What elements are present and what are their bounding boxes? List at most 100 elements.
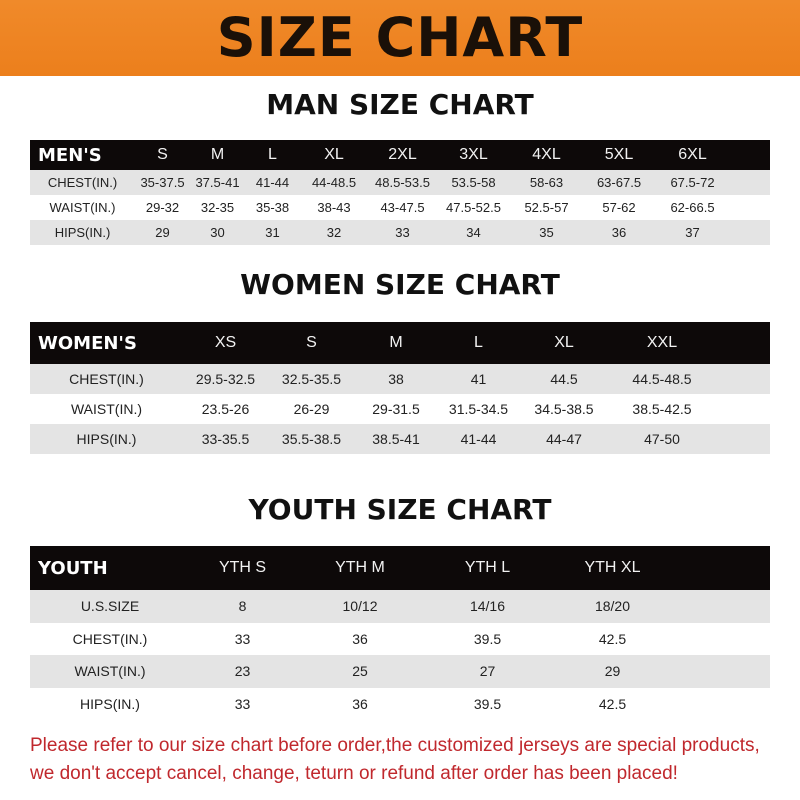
size-column-header: 2XL: [368, 140, 437, 170]
table-header-row: WOMEN'S XS S M L XL XXL: [30, 322, 770, 364]
measurement-cell: 33: [190, 622, 295, 655]
measurement-cell: 39.5: [425, 622, 550, 655]
measurement-cell: 27: [425, 655, 550, 688]
measurement-cell: 29-32: [135, 195, 190, 220]
measurement-cell: 26-29: [268, 394, 355, 424]
table-row: HIPS(IN.) 29 30 31 32 33 34 35 36 37: [30, 220, 770, 245]
row-filler: [675, 687, 770, 720]
measurement-cell: 29-31.5: [355, 394, 437, 424]
measurement-cell: 36: [295, 622, 425, 655]
measurement-cell: 37: [655, 220, 730, 245]
measurement-cell: 44.5: [520, 364, 608, 394]
measurement-cell: 63-67.5: [583, 170, 655, 195]
measurement-cell: 53.5-58: [437, 170, 510, 195]
row-filler: [730, 195, 770, 220]
table-row: CHEST(IN.) 33 36 39.5 42.5: [30, 622, 770, 655]
youth-heading: YOUTH SIZE CHART: [248, 493, 552, 526]
row-filler: [675, 590, 770, 623]
measurement-cell: 39.5: [425, 687, 550, 720]
measurement-cell: 35-38: [245, 195, 300, 220]
measurement-cell: 32.5-35.5: [268, 364, 355, 394]
measurement-cell: 34.5-38.5: [520, 394, 608, 424]
table-row: CHEST(IN.) 29.5-32.5 32.5-35.5 38 41 44.5 44.5…: [30, 364, 770, 394]
size-column-header: M: [355, 322, 437, 364]
men-heading: MAN SIZE CHART: [266, 88, 534, 121]
page-title: SIZE CHART: [216, 6, 584, 69]
row-label: WAIST(IN.): [30, 195, 135, 220]
measurement-cell: 23: [190, 655, 295, 688]
size-column-header: L: [245, 140, 300, 170]
measurement-cell: 44-48.5: [300, 170, 368, 195]
measurement-cell: 32: [300, 220, 368, 245]
youth-size-table: YOUTH YTH S YTH M YTH L YTH XL U.S.SIZE 8 10/12…: [30, 546, 770, 720]
measurement-cell: 8: [190, 590, 295, 623]
table-header-label: WOMEN'S: [30, 322, 183, 364]
measurement-cell: 41: [437, 364, 520, 394]
size-column-header: YTH L: [425, 546, 550, 590]
measurement-cell: 36: [295, 687, 425, 720]
measurement-cell: 47.5-52.5: [437, 195, 510, 220]
measurement-cell: 58-63: [510, 170, 583, 195]
row-filler: [675, 655, 770, 688]
table-header-row: YOUTH YTH S YTH M YTH L YTH XL: [30, 546, 770, 590]
measurement-cell: 29.5-32.5: [183, 364, 268, 394]
size-column-header: 6XL: [655, 140, 730, 170]
row-label: WAIST(IN.): [30, 655, 190, 688]
row-label: CHEST(IN.): [30, 364, 183, 394]
measurement-cell: 10/12: [295, 590, 425, 623]
measurement-cell: 62-66.5: [655, 195, 730, 220]
measurement-cell: 38-43: [300, 195, 368, 220]
measurement-cell: 57-62: [583, 195, 655, 220]
table-row: WAIST(IN.) 23.5-26 26-29 29-31.5 31.5-34.5 34…: [30, 394, 770, 424]
measurement-cell: 41-44: [437, 424, 520, 454]
title-banner: SIZE CHART: [0, 0, 800, 76]
notice-line-2: we don't accept cancel, change, teturn o…: [30, 763, 678, 784]
size-column-header: YTH S: [190, 546, 295, 590]
measurement-cell: 36: [583, 220, 655, 245]
header-filler: [716, 322, 770, 364]
measurement-cell: 33: [190, 687, 295, 720]
table-row: WAIST(IN.) 23 25 27 29: [30, 655, 770, 688]
men-size-table: MEN'S S M L XL 2XL 3XL 4XL 5XL 6XL CHEST(IN.) 35-37…: [30, 140, 770, 245]
measurement-cell: 14/16: [425, 590, 550, 623]
measurement-cell: 18/20: [550, 590, 675, 623]
measurement-cell: 48.5-53.5: [368, 170, 437, 195]
measurement-cell: 29: [135, 220, 190, 245]
measurement-cell: 30: [190, 220, 245, 245]
row-filler: [730, 220, 770, 245]
measurement-cell: 52.5-57: [510, 195, 583, 220]
table-header-row: MEN'S S M L XL 2XL 3XL 4XL 5XL 6XL: [30, 140, 770, 170]
table-row: HIPS(IN.) 33 36 39.5 42.5: [30, 687, 770, 720]
size-column-header: XL: [300, 140, 368, 170]
women-size-table: WOMEN'S XS S M L XL XXL CHEST(IN.) 29.5-32.5 32.5…: [30, 322, 770, 454]
header-filler: [730, 140, 770, 170]
table-header-label: MEN'S: [30, 140, 135, 170]
row-filler: [716, 424, 770, 454]
size-column-header: L: [437, 322, 520, 364]
measurement-cell: 32-35: [190, 195, 245, 220]
measurement-cell: 35-37.5: [135, 170, 190, 195]
table-row: HIPS(IN.) 33-35.5 35.5-38.5 38.5-41 41-44 44-…: [30, 424, 770, 454]
table-row: WAIST(IN.) 29-32 32-35 35-38 38-43 43-47.5 47.…: [30, 195, 770, 220]
measurement-cell: 23.5-26: [183, 394, 268, 424]
measurement-cell: 44.5-48.5: [608, 364, 716, 394]
row-filler: [716, 394, 770, 424]
row-label: WAIST(IN.): [30, 394, 183, 424]
measurement-cell: 47-50: [608, 424, 716, 454]
size-column-header: YTH M: [295, 546, 425, 590]
size-column-header: S: [268, 322, 355, 364]
measurement-cell: 44-47: [520, 424, 608, 454]
measurement-cell: 35: [510, 220, 583, 245]
measurement-cell: 38.5-42.5: [608, 394, 716, 424]
row-label: CHEST(IN.): [30, 170, 135, 195]
measurement-cell: 43-47.5: [368, 195, 437, 220]
size-column-header: XL: [520, 322, 608, 364]
measurement-cell: 29: [550, 655, 675, 688]
measurement-cell: 42.5: [550, 687, 675, 720]
row-label: HIPS(IN.): [30, 687, 190, 720]
row-label: CHEST(IN.): [30, 622, 190, 655]
row-label: HIPS(IN.): [30, 424, 183, 454]
row-label: U.S.SIZE: [30, 590, 190, 623]
table-row: CHEST(IN.) 35-37.5 37.5-41 41-44 44-48.5 48.5…: [30, 170, 770, 195]
measurement-cell: 33-35.5: [183, 424, 268, 454]
